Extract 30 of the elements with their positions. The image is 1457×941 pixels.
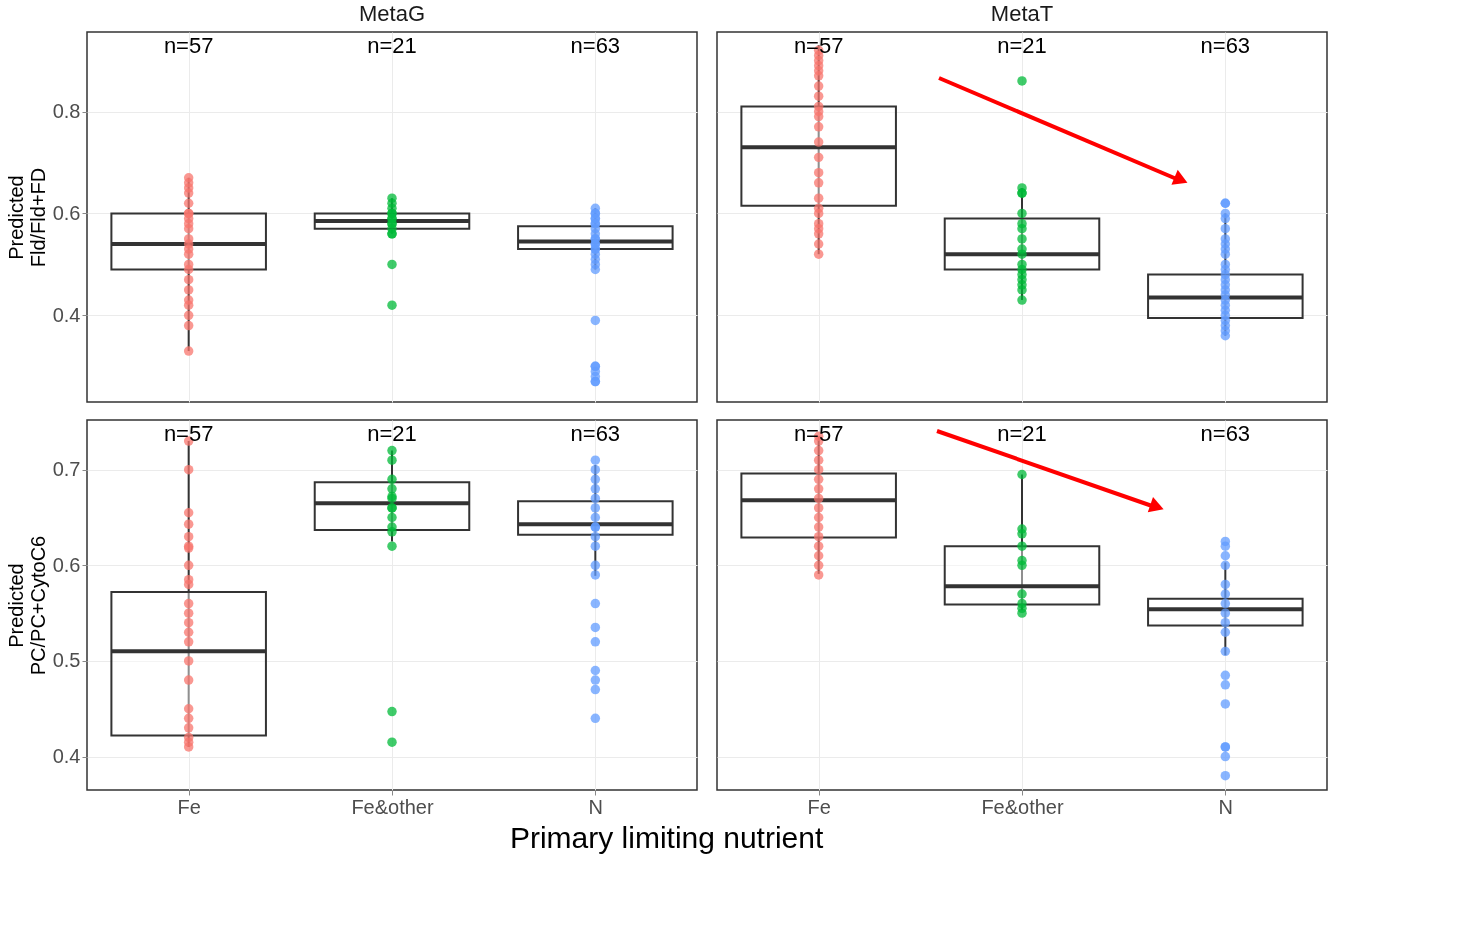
annotation: n=57: [793, 33, 844, 58]
annotation: n=63: [1200, 421, 1251, 446]
y-tick-label: 0.4: [52, 745, 81, 768]
y-tick-label: 0.7: [52, 458, 81, 481]
y-axis-title: Predicted PC/PC+CytoC6: [4, 535, 49, 676]
y-axis-title: Predicted Fld/Fld+FD: [4, 167, 49, 268]
annotation: n=57: [163, 33, 214, 58]
x-tick-label: Fe: [177, 795, 201, 818]
x-tick-label: Fe&other: [351, 795, 434, 818]
annotation: n=21: [997, 421, 1047, 446]
y-tick-label: 0.4: [52, 303, 81, 326]
annotation: n=63: [1200, 33, 1251, 58]
annotation: n=21: [997, 33, 1047, 58]
x-tick-label: N: [588, 795, 604, 818]
annotation: n=21: [367, 33, 417, 58]
x-tick-label: N: [1218, 795, 1234, 818]
x-axis-title: Primary limiting nutrient: [509, 820, 824, 854]
annotation: n=21: [367, 421, 417, 446]
annotation: n=63: [570, 421, 621, 446]
y-tick-label: 0.6: [52, 201, 81, 224]
y-tick-label: 0.5: [52, 649, 81, 672]
chart-title: MetaT: [990, 1, 1054, 26]
x-tick-label: Fe: [807, 795, 831, 818]
annotation: n=63: [570, 33, 621, 58]
y-tick-label: 0.8: [52, 100, 81, 122]
x-tick-label: Fe&other: [981, 795, 1064, 818]
y-tick-label: 0.6: [52, 553, 81, 576]
annotation: n=57: [163, 421, 214, 446]
annotation: n=57: [793, 421, 844, 446]
chart-title: MetaG: [358, 1, 426, 26]
